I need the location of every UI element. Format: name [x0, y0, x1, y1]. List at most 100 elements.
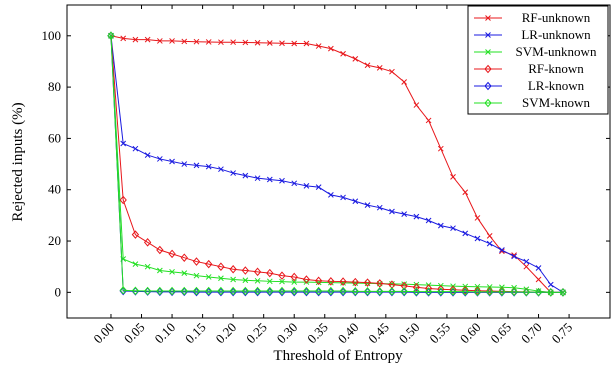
marker	[144, 36, 151, 43]
marker	[181, 38, 188, 45]
marker	[327, 286, 335, 296]
marker	[449, 287, 457, 296]
marker	[266, 176, 273, 183]
marker	[412, 282, 421, 292]
x-tick-label: 0.45	[365, 320, 392, 347]
marker	[205, 163, 212, 170]
marker	[364, 62, 371, 69]
marker	[425, 217, 432, 224]
marker	[559, 288, 567, 297]
marker	[437, 145, 444, 152]
marker	[192, 257, 201, 266]
legend-label: SVM-known	[522, 95, 590, 110]
marker	[303, 183, 310, 189]
y-tick-label: 40	[48, 182, 61, 197]
x-tick-label: 0.40	[335, 320, 362, 347]
marker	[107, 31, 115, 41]
marker	[181, 270, 188, 276]
marker	[156, 245, 164, 255]
marker	[143, 286, 152, 296]
marker	[230, 170, 236, 176]
marker	[315, 184, 322, 191]
marker	[363, 278, 372, 287]
marker	[131, 286, 140, 296]
marker	[484, 64, 492, 74]
marker	[547, 288, 555, 297]
marker	[279, 177, 285, 184]
legend-box	[467, 5, 609, 115]
marker	[484, 98, 492, 108]
marker	[169, 158, 175, 165]
marker	[413, 102, 420, 108]
legend-label: LR-known	[528, 78, 585, 93]
marker	[218, 166, 224, 173]
marker	[437, 222, 444, 229]
x-tick-label: 0.05	[121, 320, 148, 347]
marker	[279, 278, 285, 285]
marker	[485, 49, 491, 55]
marker	[143, 238, 152, 247]
marker	[462, 230, 469, 237]
marker	[156, 38, 163, 44]
marker	[450, 225, 456, 232]
marker	[291, 180, 298, 187]
y-tick-label: 0	[55, 284, 62, 299]
legend-label: LR-unknown	[521, 27, 591, 42]
marker	[229, 286, 237, 296]
marker	[364, 202, 371, 208]
marker	[486, 233, 493, 239]
x-tick-label: 0.35	[304, 320, 331, 347]
marker	[119, 195, 127, 205]
marker	[339, 277, 347, 286]
marker	[218, 275, 224, 282]
marker	[144, 263, 151, 270]
marker	[535, 265, 542, 271]
marker	[303, 40, 310, 47]
marker	[205, 39, 212, 45]
marker	[340, 194, 346, 201]
series-line	[110, 35, 563, 293]
marker	[168, 286, 176, 296]
marker	[180, 286, 188, 296]
x-tick-label: 0.70	[518, 320, 545, 347]
legend: RF-unknown LR-unknown SVM-unknown RF-known L…	[467, 5, 609, 115]
marker	[389, 68, 395, 75]
marker	[180, 253, 188, 262]
marker	[132, 145, 139, 152]
marker	[340, 50, 346, 57]
marker	[400, 281, 408, 291]
marker	[511, 253, 517, 260]
marker	[314, 286, 323, 296]
marker	[302, 286, 311, 296]
marker	[461, 287, 469, 296]
x-tick-label: 0.75	[549, 320, 576, 347]
series-line	[110, 35, 563, 293]
marker	[217, 286, 225, 296]
marker	[473, 286, 482, 296]
series-line	[110, 35, 564, 293]
marker	[461, 286, 469, 295]
y-axis-label: Rejected inputs (%)	[10, 102, 26, 221]
marker	[193, 272, 200, 279]
marker	[474, 215, 481, 221]
marker	[156, 286, 164, 296]
marker	[291, 40, 298, 47]
marker	[254, 39, 261, 46]
x-tick-label: 0.25	[243, 320, 270, 347]
y-tick-label: 20	[48, 233, 61, 248]
marker	[242, 172, 249, 179]
marker	[131, 230, 140, 239]
marker	[156, 156, 163, 162]
marker	[181, 161, 188, 167]
legend-label: RF-unknown	[522, 10, 591, 25]
marker	[352, 56, 359, 62]
marker	[230, 276, 236, 283]
marker	[253, 286, 262, 296]
marker	[278, 271, 286, 280]
x-tick-label: 0.65	[487, 320, 514, 347]
marker	[290, 286, 298, 296]
marker	[352, 280, 359, 286]
x-tick-label: 0.00	[90, 320, 117, 347]
marker	[266, 268, 274, 278]
